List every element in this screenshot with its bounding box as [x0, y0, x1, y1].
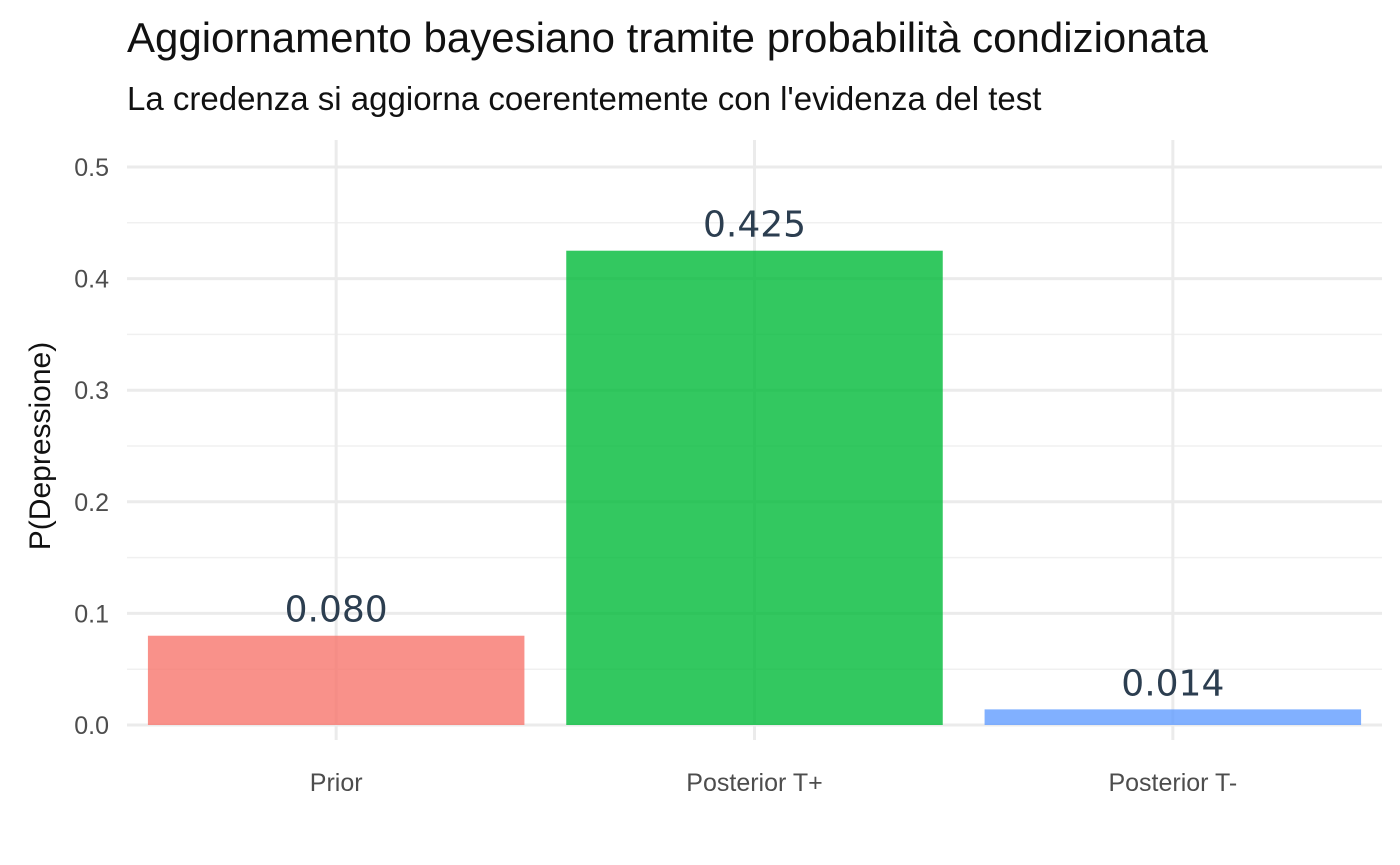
y-tick-label: 0.0 — [74, 712, 109, 740]
bar-posterior-t- — [984, 709, 1362, 725]
data-label: 0.080 — [285, 590, 388, 631]
bar-posterior-t- — [566, 250, 943, 725]
x-tick-labels: Prior Posterior T+ Posterior T- — [310, 769, 1237, 797]
chart-title: Aggiornamento bayesiano tramite probabil… — [127, 14, 1209, 61]
x-tick-label: Posterior T- — [1108, 769, 1237, 797]
y-tick-label: 0.5 — [74, 154, 109, 182]
x-tick-label: Posterior T+ — [686, 769, 822, 797]
x-tick-label: Prior — [310, 769, 363, 797]
y-axis-label: P(Depressione) — [24, 342, 57, 550]
data-label: 0.425 — [703, 205, 806, 246]
y-tick-label: 0.2 — [74, 489, 109, 517]
y-tick-label: 0.1 — [74, 600, 109, 628]
bar-prior — [147, 635, 525, 725]
y-tick-label: 0.3 — [74, 377, 109, 405]
data-labels: 0.080 0.425 0.014 — [285, 205, 1225, 705]
y-tick-label: 0.4 — [74, 266, 109, 294]
bars — [147, 250, 1362, 725]
y-tick-labels: 0.0 0.1 0.2 0.3 0.4 0.5 — [74, 154, 109, 740]
chart-subtitle: La credenza si aggiorna coerentemente co… — [127, 80, 1042, 117]
data-label: 0.014 — [1121, 663, 1224, 704]
